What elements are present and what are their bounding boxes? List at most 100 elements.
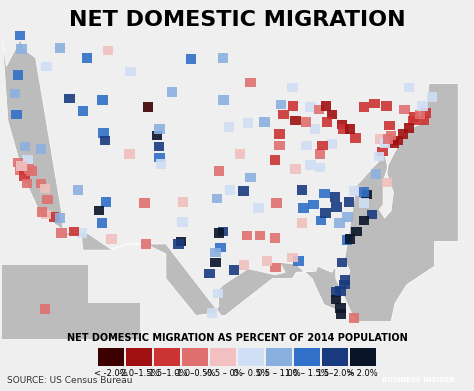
Bar [297,218,307,228]
Bar [399,105,410,115]
Bar [15,31,25,40]
Bar [301,117,311,127]
Bar [98,128,109,138]
Bar [271,199,282,208]
Bar [266,348,292,366]
Bar [88,303,140,339]
Bar [361,190,372,199]
Text: NET DOMESTIC MIGRATION AS PERCENT OF 2014 POPULATION: NET DOMESTIC MIGRATION AS PERCENT OF 201… [67,333,407,343]
Bar [290,164,301,174]
Bar [427,92,438,102]
Bar [408,116,419,126]
Bar [225,185,235,195]
Bar [154,348,180,366]
Bar [298,203,309,213]
Bar [335,218,345,228]
Text: > 2.0%: > 2.0% [347,369,378,378]
Bar [398,129,408,139]
Bar [69,227,80,237]
Bar [418,116,428,126]
Bar [380,138,390,148]
Text: 1.0 – 1.5%: 1.0 – 1.5% [285,369,329,378]
Bar [287,253,298,262]
Bar [124,149,135,159]
Bar [36,179,46,188]
Bar [245,172,255,182]
Bar [212,194,222,203]
Bar [214,228,224,238]
Bar [93,206,104,215]
Bar [305,160,316,170]
Bar [338,124,349,134]
Bar [384,121,395,131]
Bar [322,117,332,127]
Bar [350,348,376,366]
Bar [186,54,196,64]
Bar [321,101,331,111]
Bar [143,102,153,112]
Bar [322,348,348,366]
Bar [73,185,83,195]
Bar [13,70,23,80]
Bar [345,124,355,134]
Bar [98,348,124,366]
Bar [36,144,46,154]
Bar [335,303,346,313]
Bar [42,195,53,204]
Bar [245,78,255,87]
Bar [214,167,224,176]
Bar [155,124,165,134]
Bar [213,289,223,298]
Bar [420,108,431,118]
Bar [375,135,385,144]
Text: -1.5–1.0%: -1.5–1.0% [146,369,188,378]
Bar [339,280,350,289]
Bar [100,197,111,207]
Bar [271,263,281,272]
Bar [20,142,30,151]
Bar [125,66,136,76]
Bar [182,348,208,366]
Bar [204,269,215,278]
Text: 1.5–2.0%: 1.5–2.0% [316,369,354,378]
Bar [22,179,32,188]
Bar [415,110,426,119]
Bar [156,159,166,169]
Bar [386,131,396,140]
Bar [215,243,226,253]
Bar [243,118,253,128]
Bar [36,207,47,217]
Bar [176,237,186,246]
Bar [345,234,355,244]
Bar [350,133,361,143]
Bar [293,256,304,266]
Bar [342,235,352,245]
Bar [64,94,75,103]
Bar [41,210,51,219]
Polygon shape [2,39,458,322]
Bar [330,287,341,297]
Bar [16,44,27,54]
Bar [388,138,399,148]
Bar [13,158,23,167]
Text: < -2.0%: < -2.0% [94,369,128,378]
Bar [56,228,67,238]
Bar [309,200,319,209]
Bar [173,239,184,249]
Bar [259,117,270,127]
Bar [239,260,249,270]
Bar [359,187,369,197]
Bar [235,149,246,159]
Bar [238,348,264,366]
Bar [374,152,384,161]
Bar [383,135,393,144]
Bar [55,43,65,53]
Bar [330,192,340,202]
Bar [270,155,280,165]
Bar [367,210,377,219]
Bar [331,202,342,212]
Bar [320,208,331,218]
Bar [294,348,320,366]
Bar [40,184,50,193]
Bar [238,186,248,196]
